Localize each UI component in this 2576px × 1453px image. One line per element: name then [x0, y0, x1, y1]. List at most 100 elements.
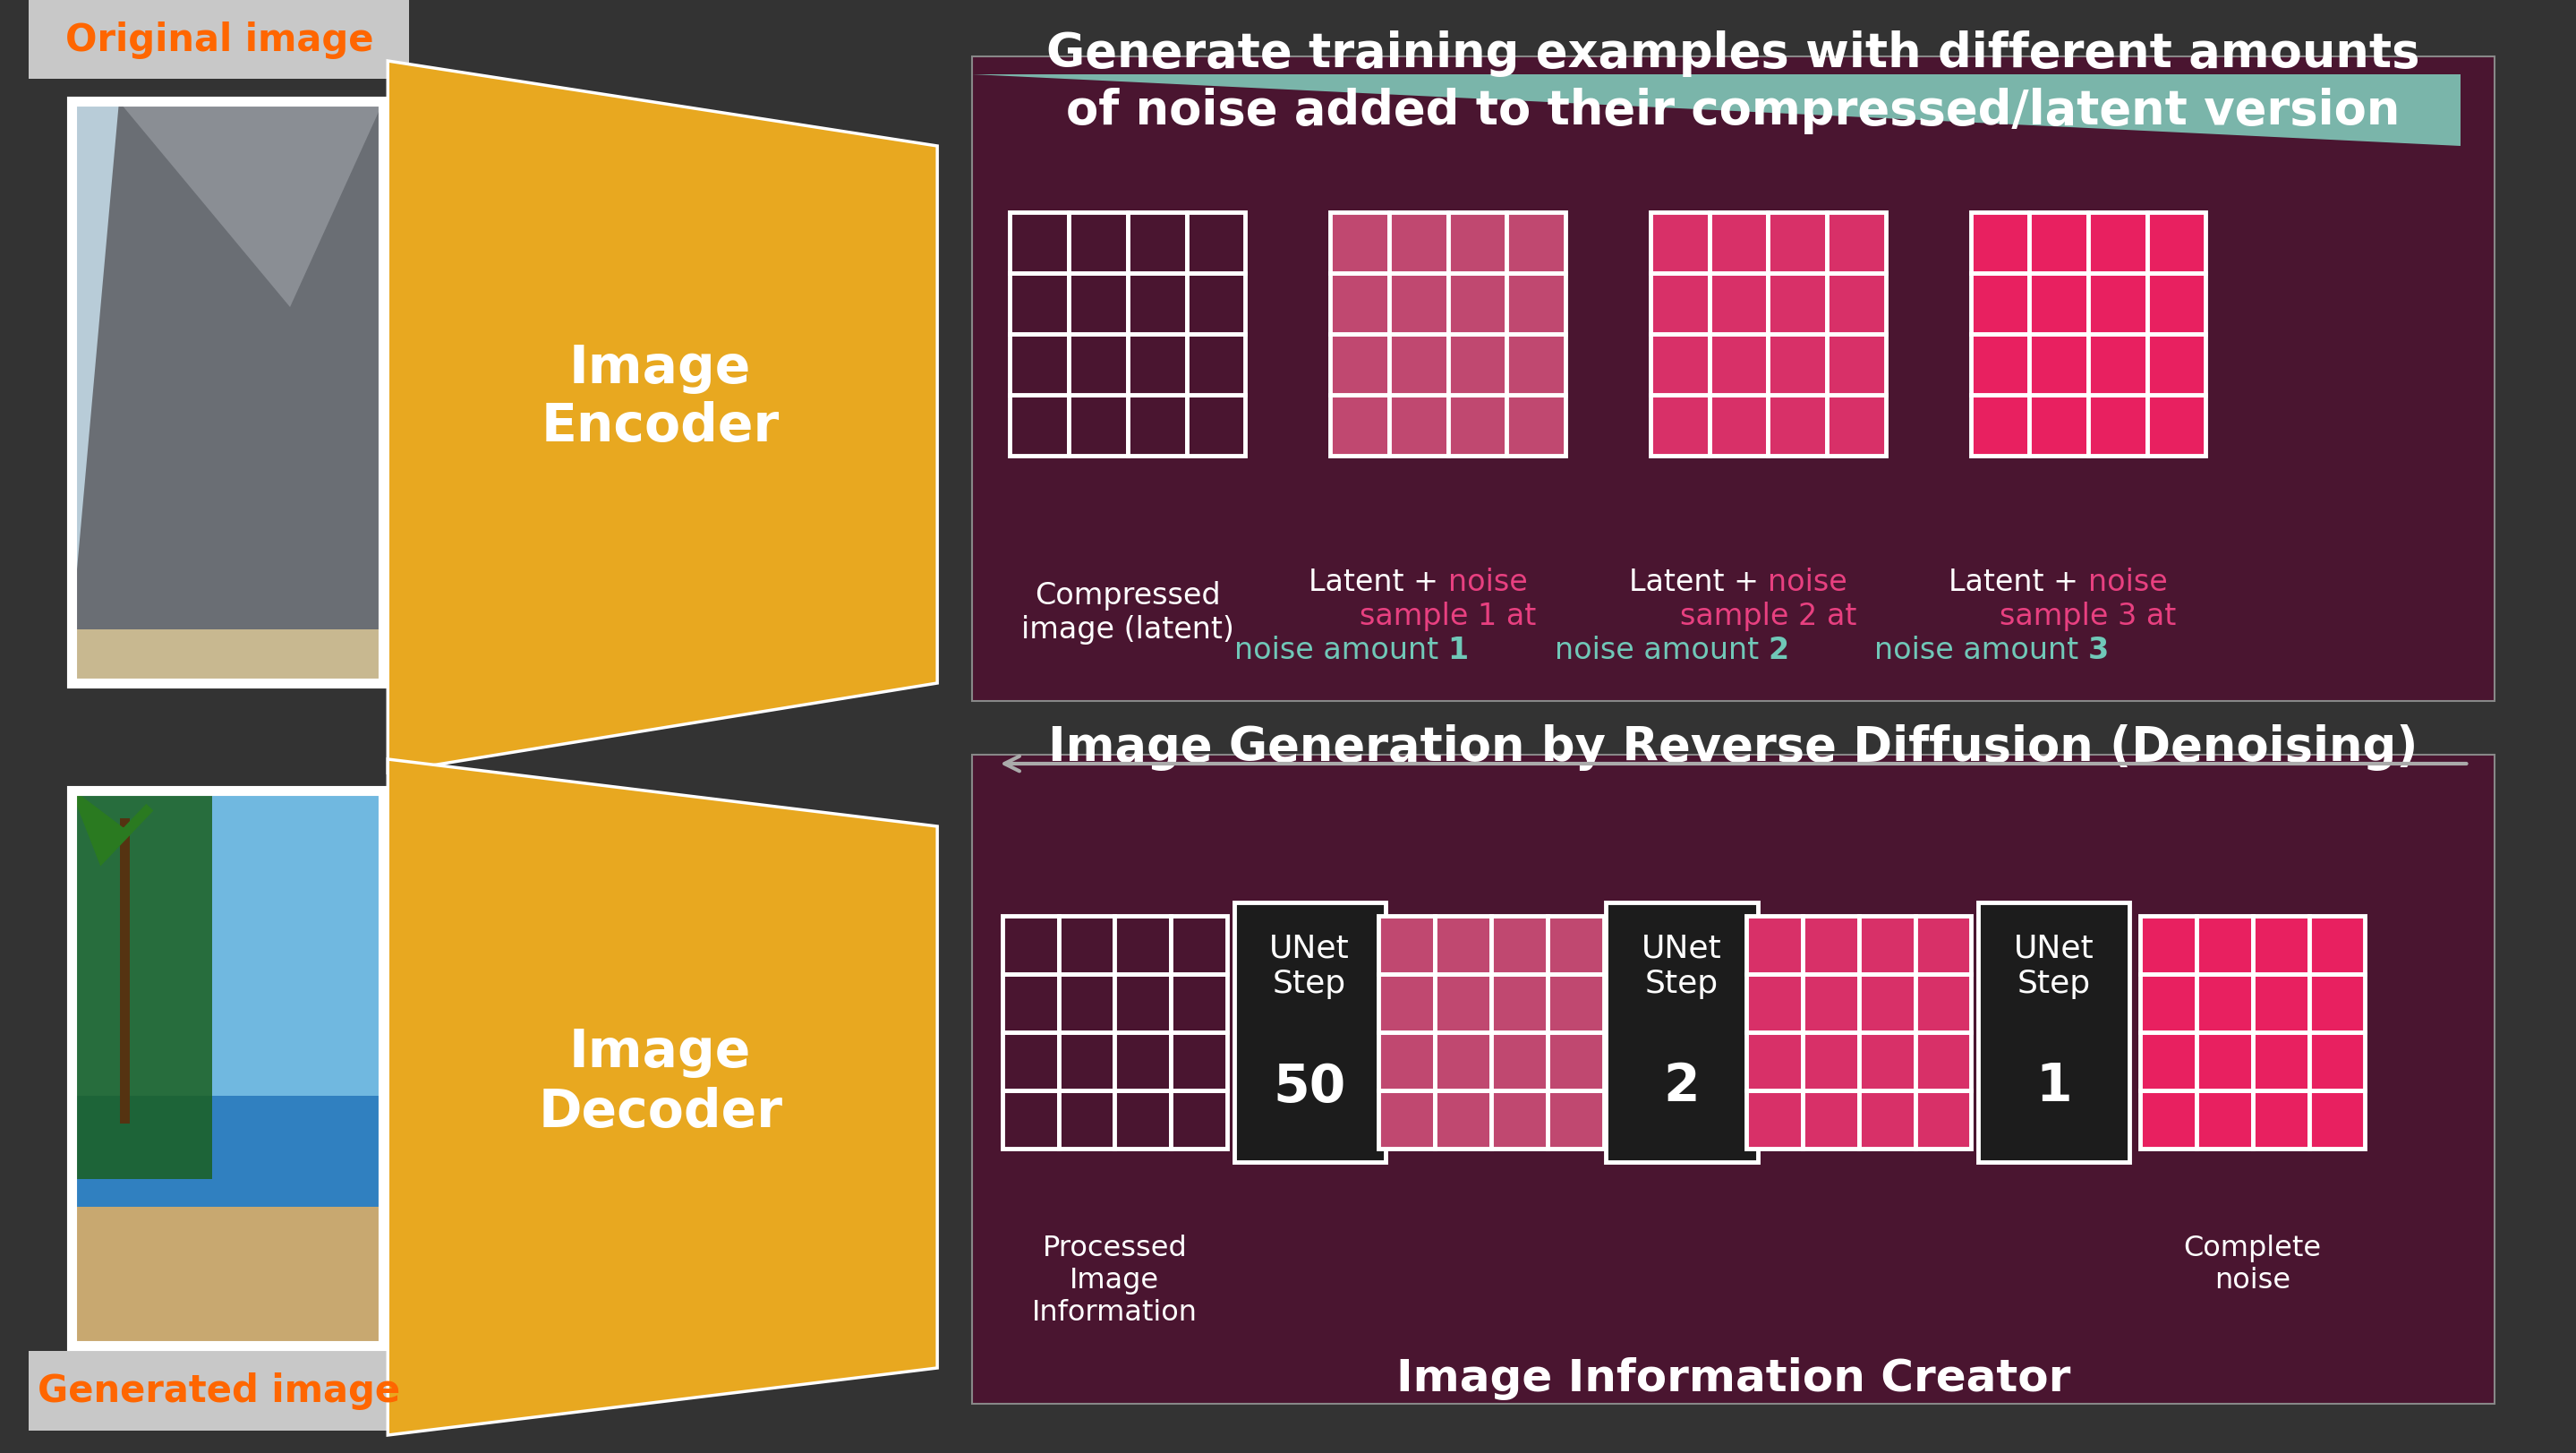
Bar — [2197, 1091, 2251, 1149]
Bar — [1548, 1033, 1605, 1091]
Bar — [2251, 917, 2308, 975]
Bar — [1803, 1091, 1860, 1149]
Bar — [1507, 214, 1566, 273]
Bar — [72, 1207, 384, 1345]
Text: Generated image: Generated image — [39, 1372, 399, 1409]
Bar — [1803, 917, 1860, 975]
Bar — [1971, 273, 2030, 334]
Bar — [1767, 395, 1826, 456]
Bar — [1448, 395, 1507, 456]
Text: noise: noise — [1448, 567, 1528, 597]
Bar — [1492, 975, 1548, 1033]
Bar — [1188, 214, 1244, 273]
Bar — [1548, 917, 1605, 975]
Bar — [2089, 273, 2146, 334]
Text: noise: noise — [1767, 567, 1847, 597]
Text: Image
Decoder: Image Decoder — [538, 1027, 783, 1136]
Text: UNet
Step: UNet Step — [1641, 933, 1721, 998]
Bar — [1651, 273, 1708, 334]
Bar — [1234, 902, 1386, 1162]
Bar — [118, 818, 129, 1123]
Bar — [1388, 273, 1448, 334]
Polygon shape — [80, 802, 149, 857]
Bar — [2146, 395, 2205, 456]
Bar — [1651, 214, 1708, 273]
Bar — [1803, 1033, 1860, 1091]
Bar — [1128, 214, 1188, 273]
Bar — [1767, 334, 1826, 395]
Bar — [1914, 917, 1971, 975]
Bar — [2197, 975, 2251, 1033]
Bar — [72, 102, 384, 683]
Bar — [1448, 273, 1507, 334]
Bar — [1507, 273, 1566, 334]
Bar — [1747, 917, 1803, 975]
Bar — [1128, 273, 1188, 334]
Text: sample 1 at: sample 1 at — [1360, 602, 1535, 631]
Bar — [1329, 334, 1388, 395]
Bar — [1128, 334, 1188, 395]
Text: 2: 2 — [1767, 635, 1788, 665]
Bar — [1507, 334, 1566, 395]
Bar — [2251, 975, 2308, 1033]
Bar — [2141, 975, 2197, 1033]
Bar — [1708, 334, 1767, 395]
Bar — [1002, 917, 1059, 975]
Text: 50: 50 — [1273, 1061, 1345, 1112]
Bar — [1115, 1033, 1172, 1091]
Text: sample 2 at: sample 2 at — [1680, 602, 1857, 631]
Bar — [2308, 1091, 2365, 1149]
Bar — [1435, 1033, 1492, 1091]
Bar — [1708, 395, 1767, 456]
Bar — [1378, 1033, 1435, 1091]
Bar — [2251, 1033, 2308, 1091]
Bar — [1492, 1033, 1548, 1091]
Bar — [1069, 395, 1128, 456]
Text: Image Generation by Reverse Diffusion (Denoising): Image Generation by Reverse Diffusion (D… — [1048, 724, 2419, 770]
Bar — [2030, 395, 2089, 456]
Text: noise amount: noise amount — [1553, 635, 1767, 665]
Bar — [1435, 917, 1492, 975]
Bar — [2089, 334, 2146, 395]
Bar — [1747, 1091, 1803, 1149]
Bar — [72, 1096, 384, 1207]
Bar — [2308, 917, 2365, 975]
Polygon shape — [389, 760, 938, 1436]
Text: Complete
noise: Complete noise — [2184, 1234, 2321, 1293]
Text: 2: 2 — [1664, 1061, 1700, 1112]
Bar — [1188, 273, 1244, 334]
Bar — [1115, 1091, 1172, 1149]
Text: UNet
Step: UNet Step — [2014, 933, 2094, 998]
Bar — [1059, 917, 1115, 975]
Bar — [1188, 395, 1244, 456]
Bar — [1607, 902, 1757, 1162]
Bar — [1010, 395, 1069, 456]
Bar — [1059, 1091, 1115, 1149]
Bar — [1388, 395, 1448, 456]
Bar — [1826, 214, 1886, 273]
Bar — [1971, 214, 2030, 273]
Bar — [1069, 214, 1128, 273]
Bar — [1971, 334, 2030, 395]
Bar — [2146, 334, 2205, 395]
Bar — [1651, 334, 1708, 395]
Bar — [1492, 1091, 1548, 1149]
Bar — [1329, 273, 1388, 334]
Bar — [2146, 214, 2205, 273]
Bar — [1747, 975, 1803, 1033]
Bar — [2089, 214, 2146, 273]
Bar — [1435, 1091, 1492, 1149]
Bar — [2146, 273, 2205, 334]
Bar — [1059, 1033, 1115, 1091]
Text: noise: noise — [2089, 567, 2166, 597]
Bar — [1914, 975, 1971, 1033]
Bar — [1826, 273, 1886, 334]
Text: Latent +: Latent + — [1628, 567, 1767, 597]
Bar — [72, 790, 384, 1096]
Bar — [2251, 1091, 2308, 1149]
Bar — [1172, 1033, 1226, 1091]
Bar — [1388, 334, 1448, 395]
Bar — [1651, 395, 1708, 456]
Bar — [1115, 917, 1172, 975]
Bar — [1002, 975, 1059, 1033]
